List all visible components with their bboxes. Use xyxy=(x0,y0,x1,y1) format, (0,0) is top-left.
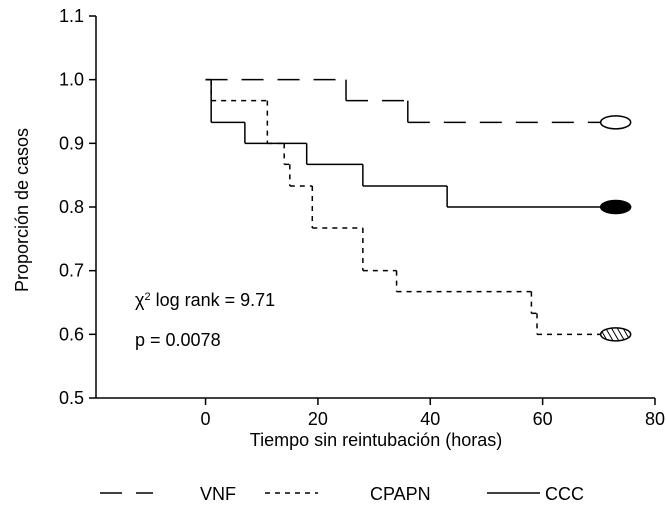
y-axis-label: Proporción de casos xyxy=(12,128,32,292)
y-tick-label: 1.0 xyxy=(59,70,84,90)
y-tick-label: 0.8 xyxy=(59,197,84,217)
x-tick-label: 20 xyxy=(308,409,328,429)
x-tick-label: 40 xyxy=(420,409,440,429)
legend-label: CCC xyxy=(545,484,584,504)
censor-marker xyxy=(599,327,632,342)
legend-label: CPAPN xyxy=(370,484,431,504)
censor-marker xyxy=(599,115,632,130)
y-tick-label: 0.9 xyxy=(59,133,84,153)
annotation-part: log rank = 9.71 xyxy=(151,290,276,310)
y-tick-label: 0.5 xyxy=(59,388,84,408)
y-tick-label: 1.1 xyxy=(59,6,84,26)
y-tick-label: 0.6 xyxy=(59,324,84,344)
legend-label: VNF xyxy=(200,484,236,504)
annotation: χ2 log rank = 9.71 xyxy=(135,290,275,310)
censor-marker xyxy=(599,199,632,215)
annotation-part: 2 xyxy=(144,291,150,303)
annotation-part: χ xyxy=(135,290,145,310)
annotation: p = 0.0078 xyxy=(135,330,221,350)
x-tick-label: 0 xyxy=(201,409,211,429)
x-axis-label: Tiempo sin reintubación (horas) xyxy=(250,430,502,450)
y-tick-label: 0.7 xyxy=(59,261,84,281)
x-tick-label: 60 xyxy=(533,409,553,429)
x-tick-label: 80 xyxy=(645,409,665,429)
annotation-part: p = 0.0078 xyxy=(135,330,221,350)
